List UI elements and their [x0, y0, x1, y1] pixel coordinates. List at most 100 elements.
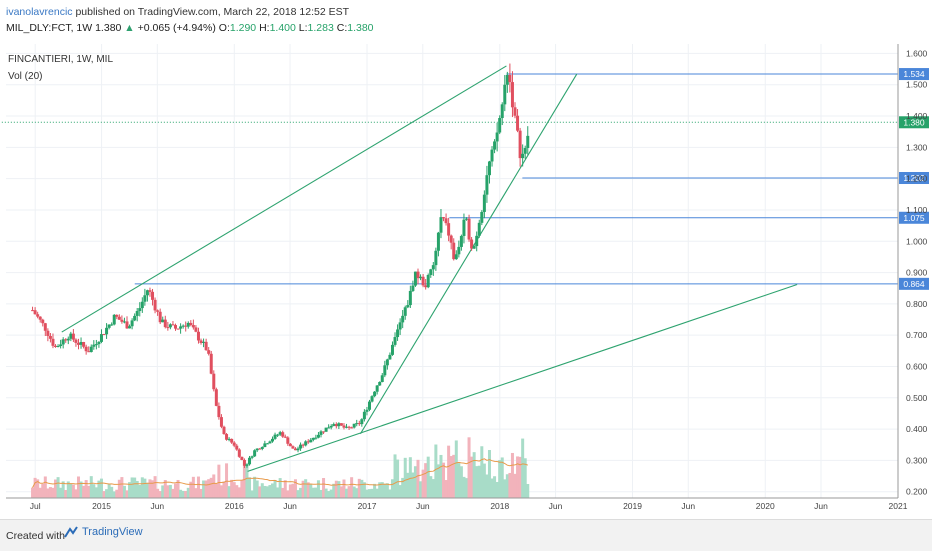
candle-body — [421, 276, 425, 286]
candle-body — [444, 218, 448, 224]
volume-bar — [69, 483, 73, 498]
x-tick-label: Jun — [681, 501, 695, 511]
candle-body — [54, 345, 58, 347]
candle-body — [212, 373, 216, 390]
candle-body — [388, 354, 392, 360]
candle-body — [516, 115, 520, 131]
volume-bar — [156, 488, 160, 498]
candle-body — [375, 385, 379, 392]
volume-bar — [495, 481, 499, 498]
y-tick-label: 1.300 — [906, 142, 928, 152]
volume-bar — [120, 477, 124, 498]
volume-bar — [370, 488, 374, 498]
level-label-box — [899, 172, 929, 185]
volume-bar — [219, 485, 223, 498]
volume-bar — [128, 482, 132, 498]
volume-bar — [99, 478, 103, 498]
level-label-box — [899, 277, 929, 290]
tradingview-brand[interactable]: TradingView — [64, 526, 143, 538]
volume-bar — [89, 476, 93, 498]
volume-bar — [250, 490, 254, 498]
volume-bar — [263, 485, 267, 498]
candle-body — [189, 322, 193, 326]
candle-body — [79, 342, 83, 345]
x-tick-label: Jun — [814, 501, 828, 511]
candle-body — [500, 104, 504, 119]
volume-bar — [248, 477, 252, 498]
y-tick-label: 0.700 — [906, 330, 928, 340]
y-tick-label: 0.500 — [906, 393, 928, 403]
candle-body — [477, 222, 481, 236]
volume-bar — [41, 483, 45, 498]
candle-body — [276, 434, 280, 436]
candle-body — [64, 339, 68, 341]
volume-bar — [526, 484, 530, 498]
candle-body — [365, 409, 369, 412]
y-tick-label: 1.200 — [906, 174, 928, 184]
volume-bar — [311, 487, 315, 498]
candle-body — [403, 307, 407, 316]
candle-body — [151, 291, 155, 300]
price-chart[interactable]: 1.534 1.380 1.202 1.075 0.864 0.200 0.300 0.40… — [0, 40, 932, 518]
volume-bar — [61, 481, 65, 498]
candle-body — [355, 423, 359, 425]
volume-bar — [329, 489, 333, 498]
low-value: 1.283 — [307, 22, 334, 34]
candle-body — [128, 326, 132, 329]
volume-bar — [373, 483, 377, 498]
low-label: L: — [298, 22, 308, 34]
volume-bar — [97, 480, 101, 498]
candle-body — [237, 449, 241, 457]
candle-body — [296, 448, 300, 451]
candle-body — [431, 265, 435, 270]
volume-bar — [385, 483, 389, 498]
candle-body — [107, 324, 111, 328]
candle-body — [38, 316, 42, 320]
volume-bar — [431, 479, 435, 498]
y-tick-label: 0.900 — [906, 268, 928, 278]
candle-body — [196, 331, 200, 341]
level-label: 1.202 — [903, 173, 925, 183]
volume-bar — [500, 457, 504, 498]
volume-bar — [365, 489, 369, 498]
volume-bar — [232, 482, 236, 498]
volume-bar — [390, 479, 394, 498]
volume-bar — [33, 477, 37, 498]
volume-bar — [352, 486, 356, 498]
volume-bar — [426, 456, 430, 498]
volume-bar — [145, 482, 149, 498]
axes: 0.200 0.300 0.400 0.500 0.600 0.700 0.800 0.900… — [6, 44, 928, 511]
candle-body — [76, 342, 80, 345]
candle-body — [166, 327, 170, 329]
candle-body — [273, 434, 277, 439]
volume-bar — [46, 488, 50, 498]
candle-body — [411, 285, 415, 291]
level-label: 0.864 — [903, 279, 925, 289]
volume-bar — [513, 473, 517, 498]
volume-bar — [362, 482, 366, 498]
volume-bar — [199, 488, 203, 498]
x-tick-label: 2021 — [889, 501, 908, 511]
volume-bar — [322, 478, 326, 498]
volume-bar — [161, 485, 165, 498]
level-label: 1.534 — [903, 69, 925, 79]
volume-ma — [32, 458, 528, 488]
candle-body — [153, 299, 157, 311]
volume-bar — [260, 483, 264, 498]
candle-body — [117, 316, 121, 320]
volume-bar — [158, 491, 162, 498]
candle-body — [454, 254, 458, 260]
candle-body — [156, 310, 160, 312]
candle-body — [250, 456, 254, 458]
author-link[interactable]: ivanolavrencic — [6, 6, 73, 18]
candle-body — [426, 274, 430, 288]
candle-body — [82, 342, 86, 347]
volume-bar — [401, 477, 405, 498]
candle-body — [299, 444, 303, 449]
volume-bar — [457, 463, 461, 498]
volume-bar — [314, 487, 318, 498]
volume-bar — [419, 481, 423, 498]
volume-bar — [383, 483, 387, 498]
candle-body — [235, 445, 239, 450]
volume-bar — [424, 463, 428, 498]
